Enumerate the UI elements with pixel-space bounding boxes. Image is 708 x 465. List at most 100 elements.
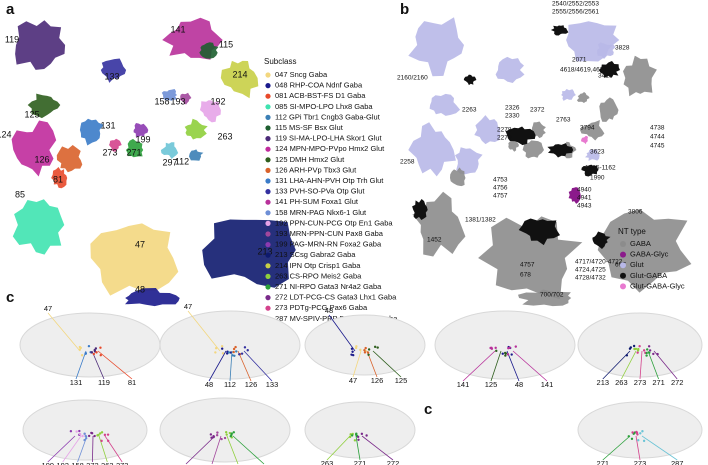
leader-line (647, 350, 659, 380)
cell-dot (94, 347, 98, 350)
leader-line (237, 350, 252, 382)
cell-dot (501, 352, 504, 355)
cluster-label: 48 (135, 284, 145, 294)
umap-cluster (623, 55, 657, 97)
cell-dot (510, 353, 513, 356)
legend-swatch (620, 251, 626, 258)
cluster-label: 263 (615, 378, 628, 387)
cell-dot (652, 352, 655, 356)
cluster-label: 273 (634, 378, 647, 387)
cluster-label: 141 (170, 24, 185, 34)
legend-label: 214 IPN Otp Crisp1 Gaba (275, 261, 361, 270)
cluster-label: 112 (175, 156, 189, 166)
cluster-label: 4728/4732 (575, 275, 606, 282)
legend-label: 124 MPN-MPO-PVpo Hmx2 Glut (275, 144, 385, 153)
cell-dot (220, 344, 224, 348)
panel-label: c (424, 401, 432, 418)
legend-label: 199 PAG-MRN-RN Foxa2 Gaba (275, 240, 382, 249)
cell-dot (359, 348, 362, 352)
cell-dot (636, 433, 639, 436)
cluster-label: 3794 (580, 125, 595, 132)
cell-dot (234, 345, 237, 349)
legend-label: 192 PPN-CUN-PCG Otp En1 Gaba (275, 218, 393, 227)
nt-cluster (599, 61, 620, 78)
cell-dot (92, 352, 96, 356)
cluster-label: 2763 (556, 117, 571, 124)
brain-section (577, 312, 703, 378)
legend-swatch (620, 272, 626, 279)
nt-cluster (547, 143, 574, 158)
cell-dot (376, 346, 379, 349)
cell-dot (504, 354, 507, 357)
brain-section (577, 401, 703, 459)
umap-cluster (180, 92, 192, 105)
leader-line (355, 435, 361, 461)
leader-line (62, 435, 82, 463)
cell-dot (363, 351, 367, 354)
legend-title: NT type (618, 227, 646, 236)
cell-dot (103, 433, 107, 437)
brain-section (304, 401, 416, 459)
legend-swatch (265, 231, 271, 237)
leader-line (232, 435, 265, 465)
legend-swatch (265, 284, 271, 290)
cluster-label: 2555/2556/2561 (552, 9, 599, 16)
leader-line (77, 435, 88, 463)
leader-line (47, 312, 81, 352)
cell-dot (506, 353, 510, 356)
leader-line (653, 350, 678, 380)
legend-label: 119 SI-MA-LPO-LHA Skor1 Glut (275, 134, 382, 143)
cluster-label: 47 (135, 239, 145, 249)
cluster-label: 192 (210, 96, 225, 106)
cell-dot (355, 432, 358, 435)
cluster-label: 297 (162, 157, 177, 167)
leader-line (104, 435, 123, 463)
leader-line (639, 350, 643, 380)
legend-swatch (265, 167, 271, 173)
cluster-label: 112 (224, 380, 236, 389)
cell-dot (642, 349, 646, 352)
cell-dot (350, 353, 353, 356)
cluster-label: 133 (266, 380, 279, 389)
cluster-label: 3806 (628, 209, 643, 216)
umap-cluster (27, 93, 61, 119)
umap-cluster (580, 120, 605, 141)
cluster-label: 287 (671, 459, 684, 465)
cluster-label: 4943 (577, 203, 592, 210)
cluster-label: 1990 (590, 175, 605, 182)
cluster-label: 48 (205, 380, 213, 389)
cluster-label: 4724,4725 (575, 267, 606, 274)
nt-cluster (550, 25, 569, 36)
umap-cluster (518, 289, 572, 307)
cell-dot (83, 432, 86, 435)
cluster-label: 193 (206, 463, 219, 465)
cluster-label: 48 (515, 380, 523, 389)
cluster-label: 2326 (505, 105, 520, 112)
cell-dot (647, 345, 651, 348)
cluster-label: 2278 (497, 127, 512, 134)
cell-dot (90, 431, 93, 435)
umap-cluster (408, 17, 464, 77)
cell-dot (75, 430, 78, 433)
legend-swatch (265, 114, 271, 120)
legend-label: Glut-GABA (630, 271, 667, 280)
cell-dot (95, 351, 98, 354)
cell-dot (99, 353, 102, 357)
cluster-label: 126 (34, 154, 49, 164)
legend-swatch (265, 83, 271, 89)
legend-label: 047 Sncg Gaba (275, 70, 328, 79)
cell-dot (363, 348, 366, 352)
cluster-label: 700/702 (540, 292, 564, 299)
brain-section (19, 312, 161, 378)
cell-dot (78, 432, 82, 436)
legend-title: Subclass (264, 57, 296, 66)
cluster-label: 3623 (590, 149, 605, 156)
cluster-label: 263 (217, 131, 232, 141)
cluster-label: 48 (325, 306, 333, 315)
legend-swatch (265, 157, 271, 163)
brain-section (159, 310, 301, 380)
cell-dot (364, 346, 367, 350)
cluster-label: 158 (71, 461, 84, 465)
cell-dot (642, 439, 646, 443)
cell-dot (69, 430, 73, 433)
